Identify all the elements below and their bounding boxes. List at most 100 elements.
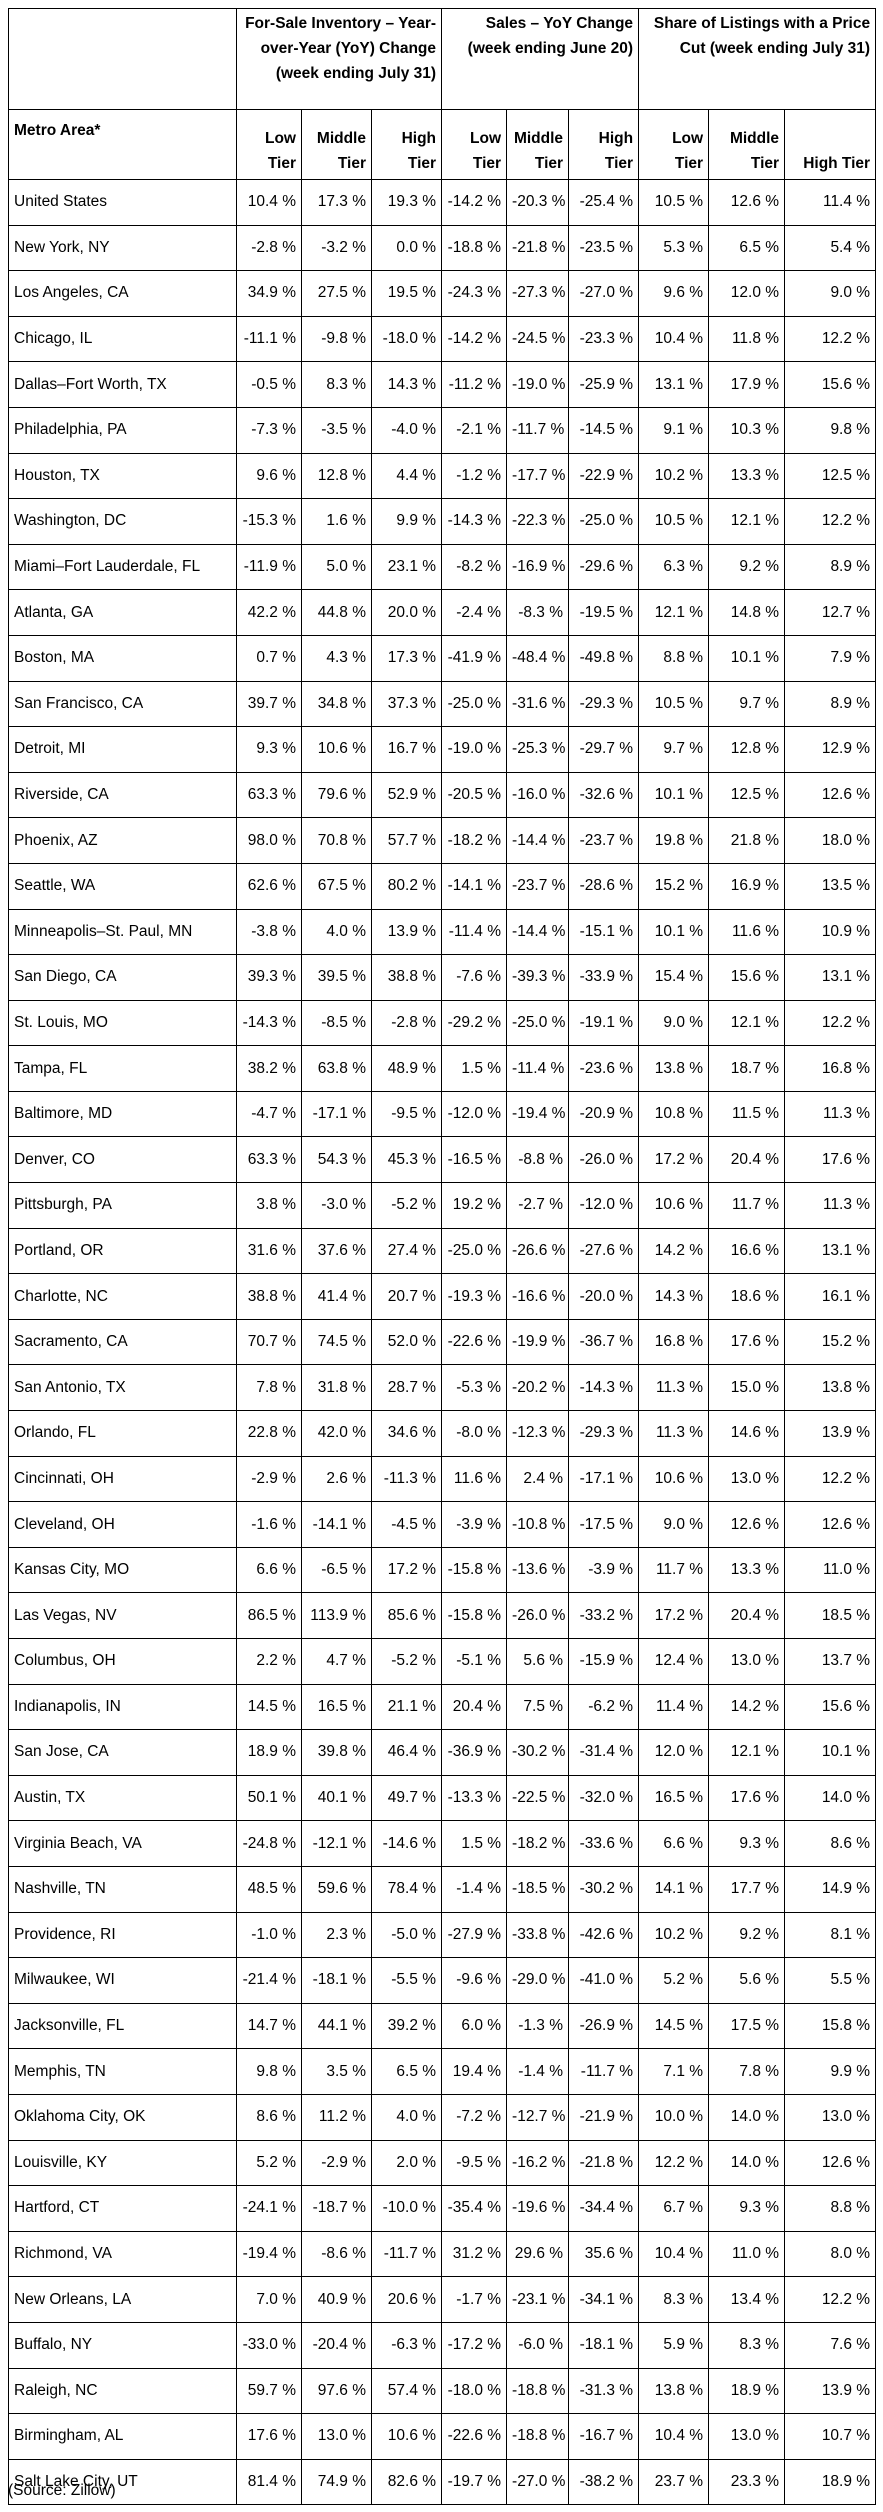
value-cell: 10.6 % — [370, 2413, 443, 2460]
table-row: Raleigh, NC 59.7 % 97.6 % 57.4 % -18.0 % -18.… — [8, 2367, 877, 2415]
value-cell: 17.2 % — [638, 1592, 710, 1639]
value-cell: 13.9 % — [370, 908, 443, 956]
value-cell: 10.4 % — [638, 2413, 710, 2460]
value-cell: -18.1 % — [568, 2321, 640, 2369]
value-cell: 15.8 % — [784, 2002, 877, 2050]
value-cell: -17.1 % — [301, 1090, 372, 1138]
value-cell: -6.3 % — [370, 2321, 443, 2369]
value-cell: -17.7 % — [506, 452, 570, 500]
value-cell: 48.9 % — [370, 1045, 443, 1092]
metro-name-cell: Hartford, CT — [8, 2185, 237, 2232]
table-row: Birmingham, AL 17.6 % 13.0 % 10.6 % -22.6 % -… — [8, 2413, 877, 2460]
value-cell: 14.1 % — [638, 1865, 710, 1913]
value-cell: 6.0 % — [441, 2002, 508, 2050]
value-cell: 8.3 % — [638, 2276, 710, 2323]
value-cell: 79.6 % — [301, 771, 372, 819]
value-cell: -19.5 % — [568, 589, 640, 636]
metro-name-cell: Orlando, FL — [8, 1410, 237, 1457]
value-cell: 17.3 % — [301, 179, 372, 226]
value-cell: 10.2 % — [638, 1911, 710, 1959]
value-cell: -29.6 % — [568, 543, 640, 591]
value-cell: -1.0 % — [236, 1911, 302, 1959]
value-cell: -18.8 % — [441, 224, 508, 272]
value-cell: 13.4 % — [708, 2276, 786, 2323]
value-cell: 23.3 % — [708, 2458, 786, 2506]
value-cell: -27.6 % — [568, 1227, 640, 1275]
value-cell: 12.0 % — [708, 270, 786, 317]
value-cell: 11.6 % — [441, 1455, 508, 1503]
value-cell: -14.3 % — [568, 1364, 640, 1412]
value-cell: 11.4 % — [638, 1683, 710, 1731]
value-cell: 12.8 % — [301, 452, 372, 500]
value-cell: -8.3 % — [506, 589, 570, 636]
value-cell: 39.2 % — [370, 2002, 443, 2050]
value-cell: 59.7 % — [236, 2367, 302, 2415]
value-cell: -8.8 % — [506, 1136, 570, 1184]
metro-name-cell: San Antonio, TX — [8, 1364, 237, 1412]
value-cell: 10.6 % — [638, 1182, 710, 1229]
metro-name-cell: Chicago, IL — [8, 315, 237, 363]
value-cell: -27.9 % — [441, 1911, 508, 1959]
value-cell: 57.4 % — [370, 2367, 443, 2415]
value-cell: -34.4 % — [568, 2185, 640, 2232]
value-cell: -33.2 % — [568, 1592, 640, 1639]
value-cell: 7.8 % — [236, 1364, 302, 1412]
value-cell: -18.2 % — [506, 1820, 570, 1867]
value-cell: 9.6 % — [236, 452, 302, 500]
value-cell: 9.7 % — [638, 726, 710, 773]
value-cell: 9.6 % — [638, 270, 710, 317]
value-cell: 13.8 % — [638, 1045, 710, 1092]
value-cell: -20.2 % — [506, 1364, 570, 1412]
value-cell: 7.9 % — [784, 634, 877, 682]
metro-name-cell: Kansas City, MO — [8, 1546, 237, 1594]
value-cell: -33.0 % — [236, 2321, 302, 2369]
value-cell: 17.6 % — [708, 1318, 786, 1366]
value-cell: 38.8 % — [370, 954, 443, 1001]
value-cell: 9.9 % — [784, 2048, 877, 2095]
value-cell: -25.0 % — [568, 498, 640, 545]
value-cell: -25.0 % — [506, 999, 570, 1047]
value-cell: 9.8 % — [784, 406, 877, 454]
metro-name-cell: St. Louis, MO — [8, 999, 237, 1047]
value-cell: -22.3 % — [506, 498, 570, 545]
value-cell: -26.6 % — [506, 1227, 570, 1275]
table-row: Boston, MA 0.7 % 4.3 % 17.3 % -41.9 % -48.4 %… — [8, 634, 877, 682]
value-cell: -11.7 % — [568, 2048, 640, 2095]
value-cell: 27.4 % — [370, 1227, 443, 1275]
value-cell: 35.6 % — [568, 2230, 640, 2278]
value-cell: 39.8 % — [301, 1729, 372, 1776]
metro-name-cell: Nashville, TN — [8, 1865, 237, 1913]
table-row: Hartford, CT -24.1 % -18.7 % -10.0 % -35.4 %… — [8, 2185, 877, 2232]
value-cell: 13.3 % — [708, 1546, 786, 1594]
value-cell: -27.0 % — [506, 2458, 570, 2506]
value-cell: -9.6 % — [441, 1957, 508, 2004]
value-cell: 13.1 % — [638, 361, 710, 408]
value-cell: 62.6 % — [236, 862, 302, 910]
value-cell: -34.1 % — [568, 2276, 640, 2323]
value-cell: 39.7 % — [236, 680, 302, 728]
value-cell: -20.3 % — [506, 179, 570, 226]
metro-name-cell: Minneapolis–St. Paul, MN — [8, 908, 237, 956]
value-cell: 10.5 % — [638, 498, 710, 545]
value-cell: 16.5 % — [638, 1774, 710, 1822]
value-cell: 12.6 % — [708, 1501, 786, 1548]
value-cell: 9.2 % — [708, 543, 786, 591]
metro-name-cell: Phoenix, AZ — [8, 817, 237, 864]
metro-name-cell: Philadelphia, PA — [8, 406, 237, 454]
metro-name-cell: Columbus, OH — [8, 1638, 237, 1685]
value-cell: -33.6 % — [568, 1820, 640, 1867]
value-cell: -11.4 % — [506, 1045, 570, 1092]
metro-name-cell: Memphis, TN — [8, 2048, 237, 2095]
value-cell: -14.3 % — [441, 498, 508, 545]
sales-group-header: Sales – YoY Change (week ending June 20) — [441, 8, 640, 110]
value-cell: 18.9 % — [708, 2367, 786, 2415]
value-cell: 86.5 % — [236, 1592, 302, 1639]
value-cell: -42.6 % — [568, 1911, 640, 1959]
table-row: New York, NY -2.8 % -3.2 % 0.0 % -18.8 % -21.… — [8, 224, 877, 272]
metro-name-cell: San Francisco, CA — [8, 680, 237, 728]
table-row: San Diego, CA 39.3 % 39.5 % 38.8 % -7.6 % -39… — [8, 954, 877, 1001]
source-note: (Source: Zillow) — [8, 2482, 116, 2499]
table-row: Columbus, OH 2.2 % 4.7 % -5.2 % -5.1 % 5.6 % -… — [8, 1638, 877, 1685]
value-cell: -25.9 % — [568, 361, 640, 408]
value-cell: -18.0 % — [441, 2367, 508, 2415]
